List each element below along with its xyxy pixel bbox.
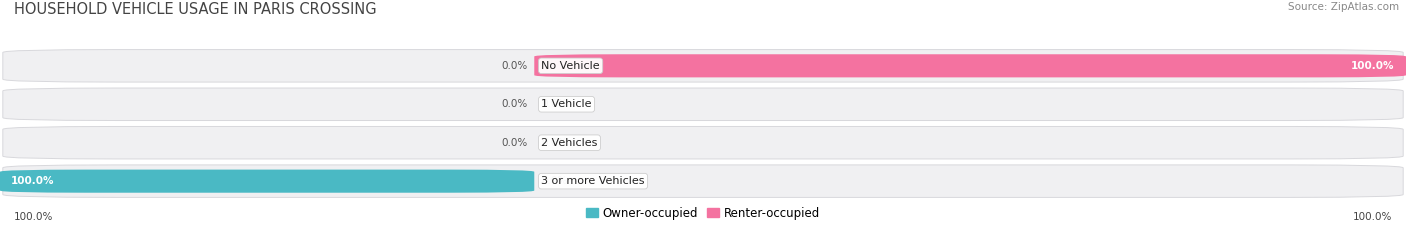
FancyBboxPatch shape [0,170,534,193]
Text: HOUSEHOLD VEHICLE USAGE IN PARIS CROSSING: HOUSEHOLD VEHICLE USAGE IN PARIS CROSSIN… [14,2,377,17]
FancyBboxPatch shape [3,50,1403,82]
Text: No Vehicle: No Vehicle [541,61,600,71]
Text: 100.0%: 100.0% [14,212,53,222]
FancyBboxPatch shape [3,165,1403,197]
Text: 100.0%: 100.0% [11,176,55,186]
FancyBboxPatch shape [3,127,1403,159]
Text: Source: ZipAtlas.com: Source: ZipAtlas.com [1288,2,1399,12]
Text: 0.0%: 0.0% [541,99,568,109]
Text: 0.0%: 0.0% [541,138,568,148]
Text: 2 Vehicles: 2 Vehicles [541,138,598,148]
Text: 100.0%: 100.0% [1353,212,1392,222]
Text: 0.0%: 0.0% [501,61,527,71]
FancyBboxPatch shape [534,54,1406,77]
Text: 0.0%: 0.0% [501,99,527,109]
Legend: Owner-occupied, Renter-occupied: Owner-occupied, Renter-occupied [581,202,825,225]
Text: 100.0%: 100.0% [1351,61,1395,71]
Text: 0.0%: 0.0% [501,138,527,148]
Text: 0.0%: 0.0% [541,176,568,186]
FancyBboxPatch shape [3,88,1403,120]
Text: 3 or more Vehicles: 3 or more Vehicles [541,176,645,186]
Text: 1 Vehicle: 1 Vehicle [541,99,592,109]
